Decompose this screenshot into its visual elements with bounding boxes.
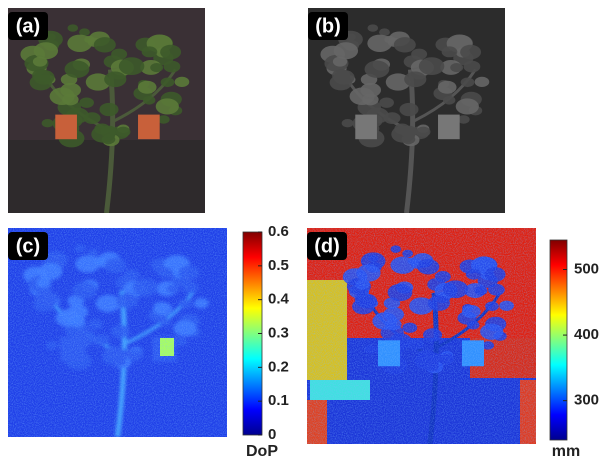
leaf: [34, 42, 58, 59]
leaf: [475, 77, 490, 87]
leaf: [400, 126, 417, 138]
panel-label: (b): [315, 15, 341, 37]
leaf: [332, 69, 350, 82]
leaf: [460, 45, 481, 60]
panel-label: (d): [314, 235, 340, 257]
leaf: [416, 127, 431, 137]
leaf: [42, 119, 54, 127]
leaf: [94, 37, 116, 52]
leaf: [142, 46, 158, 57]
leaf: [450, 63, 463, 72]
colorbar-label: DoP: [246, 443, 278, 460]
leaf: [138, 81, 157, 94]
colorbar-tick-label: 0: [268, 426, 276, 443]
colorbar-tick-label: 0.5: [268, 257, 289, 274]
leaf: [342, 119, 354, 127]
panel-label: (c): [16, 235, 40, 257]
block: [355, 115, 377, 140]
leaf: [60, 83, 81, 97]
leaf: [150, 63, 163, 72]
leaf: [116, 127, 131, 137]
leaf: [365, 61, 390, 78]
leaf: [399, 103, 418, 116]
colorbar-label: mm: [552, 443, 580, 460]
colorbar-tick-label: 0.2: [268, 358, 289, 375]
colorbar-tick-label: 500: [574, 260, 599, 277]
leaf: [443, 96, 455, 105]
leaf: [161, 77, 175, 87]
leaf: [68, 24, 79, 31]
leaf: [104, 72, 126, 88]
leaf: [456, 98, 479, 114]
colorbar-tick-label: 0.1: [268, 392, 289, 409]
colorbar-tick-label: 0.6: [268, 223, 289, 240]
block: [55, 115, 77, 140]
leaf: [461, 77, 475, 87]
leaf: [404, 72, 426, 88]
panel-label: (a): [16, 15, 40, 37]
leaf: [160, 45, 181, 60]
colorbar-tick-label: 0.4: [268, 291, 290, 308]
leaf: [99, 103, 118, 116]
block: [138, 115, 160, 140]
block: [438, 115, 460, 140]
leaf: [65, 61, 90, 78]
leaf: [419, 57, 444, 75]
leaf: [175, 77, 190, 87]
leaf: [119, 57, 144, 75]
figure: (a) (b) (c) 0 0.1 0.2 0.3 0.4 0.5 0.6 DoP (d) 300 400…: [0, 0, 604, 464]
colorbar-tick-label: 300: [574, 392, 599, 409]
leaf: [360, 83, 381, 97]
leaf: [379, 98, 394, 108]
colorbar-tick-label: 400: [574, 326, 599, 343]
leaf: [100, 126, 117, 138]
leaf: [442, 46, 458, 57]
leaf: [79, 98, 94, 108]
noise: [307, 228, 536, 444]
colorbar-tick-label: 0.3: [268, 324, 289, 341]
leaf: [394, 37, 416, 52]
leaf: [164, 61, 181, 73]
leaf: [438, 81, 457, 94]
leaf: [156, 98, 179, 114]
leaf: [464, 61, 481, 73]
leaf: [368, 24, 379, 31]
leaf: [32, 69, 50, 82]
leaf: [334, 42, 358, 59]
leaf: [143, 96, 155, 105]
depth-map: [307, 228, 536, 444]
